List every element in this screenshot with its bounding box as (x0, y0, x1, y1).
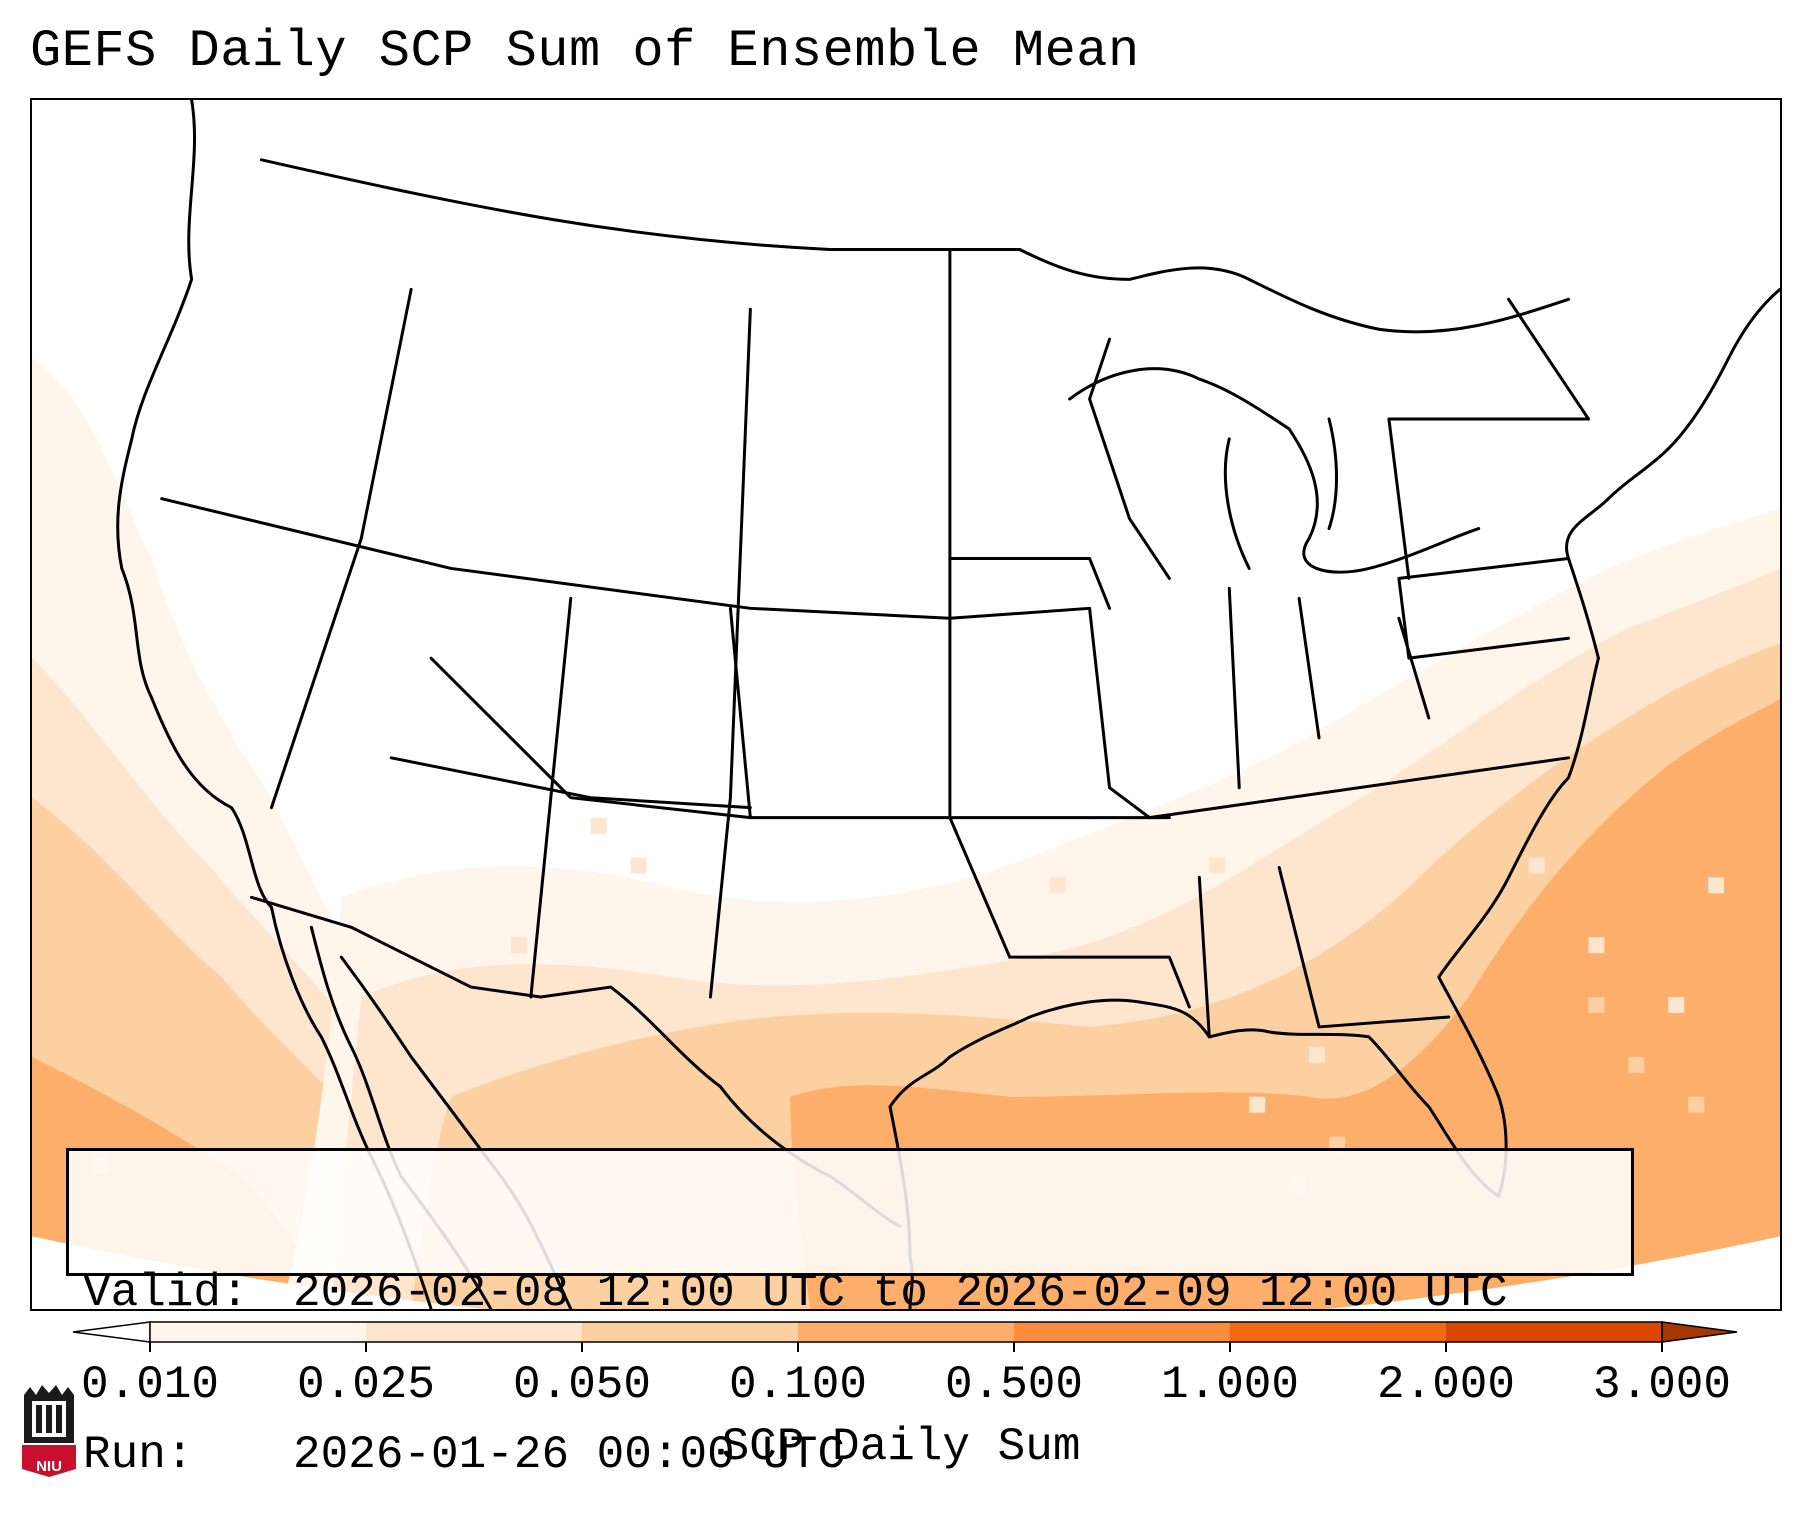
colorbar-under-extension (72, 1321, 151, 1343)
map-title: GEFS Daily SCP Sum of Ensemble Mean (30, 22, 1140, 81)
border-canada (259, 158, 1570, 334)
colorbar-label: SCP Daily Sum (721, 1421, 1081, 1473)
colorbar-tick-label: 3.000 (1592, 1359, 1732, 1411)
colorbar-tick-label: 0.025 (296, 1359, 436, 1411)
colorbar-outline (149, 1321, 1663, 1343)
valid-run-info-box: Valid: 2026-02-08 12:00 UTC to 2026-02-09… (66, 1148, 1634, 1481)
colorbar-bin (366, 1322, 583, 1342)
colorbar-bin (1446, 1322, 1663, 1342)
run-label: Run: (83, 1429, 194, 1481)
colorbar-bin (798, 1322, 1015, 1342)
valid-label: Valid: (83, 1267, 249, 1319)
colorbar-tick-label: 0.100 (728, 1359, 868, 1411)
colorbar-bin (150, 1322, 367, 1342)
valid-value: 2026-02-08 12:00 UTC to 2026-02-09 12:00… (293, 1267, 1508, 1319)
colorbar-tick-label: 0.500 (944, 1359, 1084, 1411)
colorbar-bin (582, 1322, 799, 1342)
great-lakes (1068, 367, 1481, 574)
colorbar (72, 1321, 1738, 1352)
valid-row: Valid: 2026-02-08 12:00 UTC to 2026-02-09… (83, 1266, 1631, 1320)
colorbar-over-extension (1661, 1321, 1738, 1343)
colorbar-tick-label: 0.010 (80, 1359, 220, 1411)
colorbar-bin (1230, 1322, 1447, 1342)
colorbar-tick-label: 2.000 (1376, 1359, 1516, 1411)
field-pixels (510, 817, 1725, 1113)
niu-logo-text: NIU (36, 1458, 62, 1475)
coastline-atlantic (1565, 287, 1780, 660)
coastline-pacific (116, 100, 433, 1309)
run-row: Run: 2026-01-26 00:00 UTC (83, 1428, 1631, 1482)
colorbar-tick-label: 1.000 (1160, 1359, 1300, 1411)
colorbar-bin (1014, 1322, 1231, 1342)
map-panel (30, 98, 1782, 1311)
coastline-gulf (888, 656, 1600, 1198)
niu-logo-icon (22, 1385, 76, 1477)
map-svg (32, 100, 1780, 1309)
scp-field (32, 100, 1780, 1309)
run-value: 2026-01-26 00:00 UTC (293, 1429, 846, 1481)
colorbar-tick-label: 0.050 (512, 1359, 652, 1411)
